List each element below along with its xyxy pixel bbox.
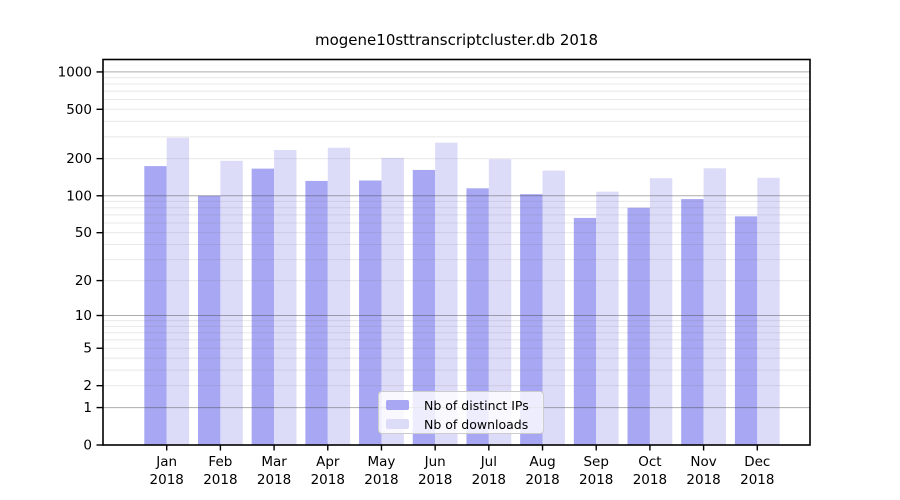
x-tick-label-year: 2018 — [418, 472, 452, 488]
x-tick-label-year: 2018 — [686, 472, 720, 488]
x-tick-label-year: 2018 — [525, 472, 559, 488]
y-tick-label: 20 — [75, 273, 92, 289]
bar-nb-of-distinct-ips-oct-2018 — [627, 207, 650, 445]
bar-nb-of-downloads-aug-2018 — [542, 170, 565, 445]
x-tick-label-year: 2018 — [150, 472, 184, 488]
bar-nb-of-distinct-ips-feb-2018 — [197, 195, 221, 445]
bar-nb-of-downloads-jun-2018 — [435, 142, 458, 445]
bar-nb-of-distinct-ips-jun-2018 — [412, 169, 436, 445]
x-tick-label-month: Jun — [424, 454, 446, 470]
legend-item-distinct-ips: Nb of distinct IPs — [386, 397, 543, 413]
bar-nb-of-downloads-dec-2018 — [757, 177, 780, 445]
bar-nb-of-downloads-feb-2018 — [220, 160, 243, 445]
x-tick-label-year: 2018 — [472, 472, 506, 488]
x-tick-label-month: Mar — [261, 454, 287, 470]
y-tick-label: 0 — [83, 438, 92, 454]
bar-nb-of-distinct-ips-nov-2018 — [681, 199, 704, 445]
x-tick-label-month: Oct — [638, 454, 661, 470]
x-tick-label-month: Apr — [316, 454, 340, 470]
y-tick-label: 5 — [83, 341, 92, 357]
bar-nb-of-distinct-ips-sep-2018 — [573, 217, 597, 445]
x-tick-label-year: 2018 — [740, 472, 774, 488]
x-tick-label-year: 2018 — [203, 472, 237, 488]
x-tick-label-year: 2018 — [364, 472, 398, 488]
y-tick-label: 50 — [75, 225, 92, 241]
x-tick-label-month: Feb — [208, 454, 232, 470]
y-tick-label: 1000 — [58, 64, 92, 80]
legend-label-downloads: Nb of downloads — [424, 416, 529, 432]
bar-nb-of-distinct-ips-may-2018 — [359, 180, 382, 445]
bar-nb-of-distinct-ips-mar-2018 — [251, 168, 275, 445]
bar-nb-of-downloads-nov-2018 — [703, 168, 726, 445]
bar-nb-of-distinct-ips-aug-2018 — [520, 194, 543, 445]
bar-nb-of-distinct-ips-apr-2018 — [305, 180, 328, 445]
bar-nb-of-downloads-apr-2018 — [327, 147, 351, 445]
legend: Nb of distinct IPs Nb of downloads — [378, 391, 544, 434]
plot-frame — [102, 58, 811, 446]
bar-nb-of-distinct-ips-jan-2018 — [144, 166, 167, 445]
x-tick-label-year: 2018 — [633, 472, 667, 488]
legend-item-downloads: Nb of downloads — [386, 416, 543, 432]
legend-swatch-downloads — [386, 419, 409, 429]
legend-label-distinct-ips: Nb of distinct IPs — [424, 397, 529, 413]
bar-nb-of-distinct-ips-jul-2018 — [466, 188, 489, 445]
x-tick-label-year: 2018 — [579, 472, 613, 488]
bar-nb-of-downloads-jul-2018 — [488, 159, 512, 445]
bar-nb-of-downloads-oct-2018 — [649, 178, 673, 445]
y-tick-label: 1 — [83, 400, 92, 416]
bar-nb-of-downloads-may-2018 — [381, 157, 404, 445]
x-tick-label-month: Aug — [529, 454, 555, 470]
bar-nb-of-downloads-jan-2018 — [166, 137, 190, 446]
x-tick-label-month: Sep — [583, 454, 608, 470]
y-tick-label: 100 — [66, 188, 92, 204]
x-tick-label-month: Jan — [155, 454, 177, 470]
x-tick-label-month: Dec — [744, 454, 770, 470]
chart-title: mogene10sttranscriptcluster.db 2018 — [315, 31, 598, 49]
y-tick-label: 10 — [75, 308, 92, 324]
x-tick-label-month: Nov — [690, 454, 716, 470]
legend-swatch-distinct-ips — [386, 400, 409, 410]
x-tick-label-month: Jul — [480, 454, 497, 470]
bar-nb-of-downloads-mar-2018 — [274, 149, 297, 446]
y-tick-label: 200 — [66, 151, 92, 167]
bar-nb-of-downloads-sep-2018 — [596, 191, 619, 445]
x-tick-label-year: 2018 — [257, 472, 291, 488]
y-tick-label: 500 — [66, 102, 92, 118]
x-tick-label-year: 2018 — [311, 472, 345, 488]
bar-nb-of-distinct-ips-dec-2018 — [734, 216, 758, 445]
y-tick-label: 2 — [83, 378, 92, 394]
x-tick-label-month: May — [367, 454, 395, 470]
